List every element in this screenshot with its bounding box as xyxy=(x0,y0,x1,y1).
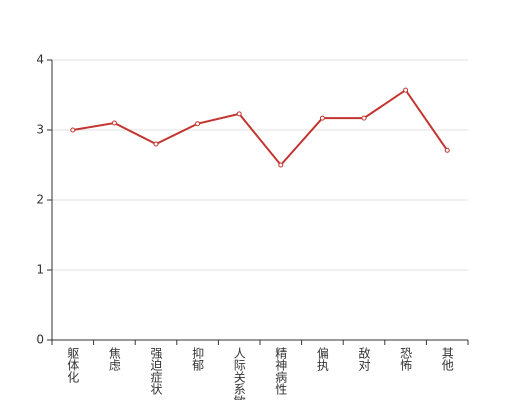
x-tick-label: 恐怖 xyxy=(399,347,413,371)
y-tick-label: 3 xyxy=(36,123,44,137)
x-tick-label: 精神病性 xyxy=(274,347,288,396)
point xyxy=(403,87,409,93)
y-tick-label: 4 xyxy=(36,53,44,67)
y-tick-label: 1 xyxy=(36,263,44,277)
x-tick-label: 躯体化 xyxy=(66,346,80,384)
x-tick-label: 焦虑 xyxy=(107,347,121,371)
point xyxy=(111,120,117,126)
point xyxy=(361,115,367,121)
y-tick-label: 2 xyxy=(36,193,44,207)
x-tick-label: 抑郁 xyxy=(191,346,205,372)
point xyxy=(70,127,76,133)
x-tick-label: 偏执 xyxy=(315,346,329,372)
x-tick-label: 强迫症状 xyxy=(149,347,163,395)
point xyxy=(195,121,201,127)
y-tick-label: 0 xyxy=(36,333,44,347)
point xyxy=(319,115,325,121)
point xyxy=(278,162,284,168)
x-tick-label: 人际关系敏感 xyxy=(232,347,246,400)
point xyxy=(444,147,450,153)
x-tick-label: 其他 xyxy=(440,347,454,371)
point xyxy=(153,141,159,147)
point xyxy=(236,111,242,117)
line xyxy=(72,88,449,167)
x-tick-label: 敌对 xyxy=(357,346,371,371)
